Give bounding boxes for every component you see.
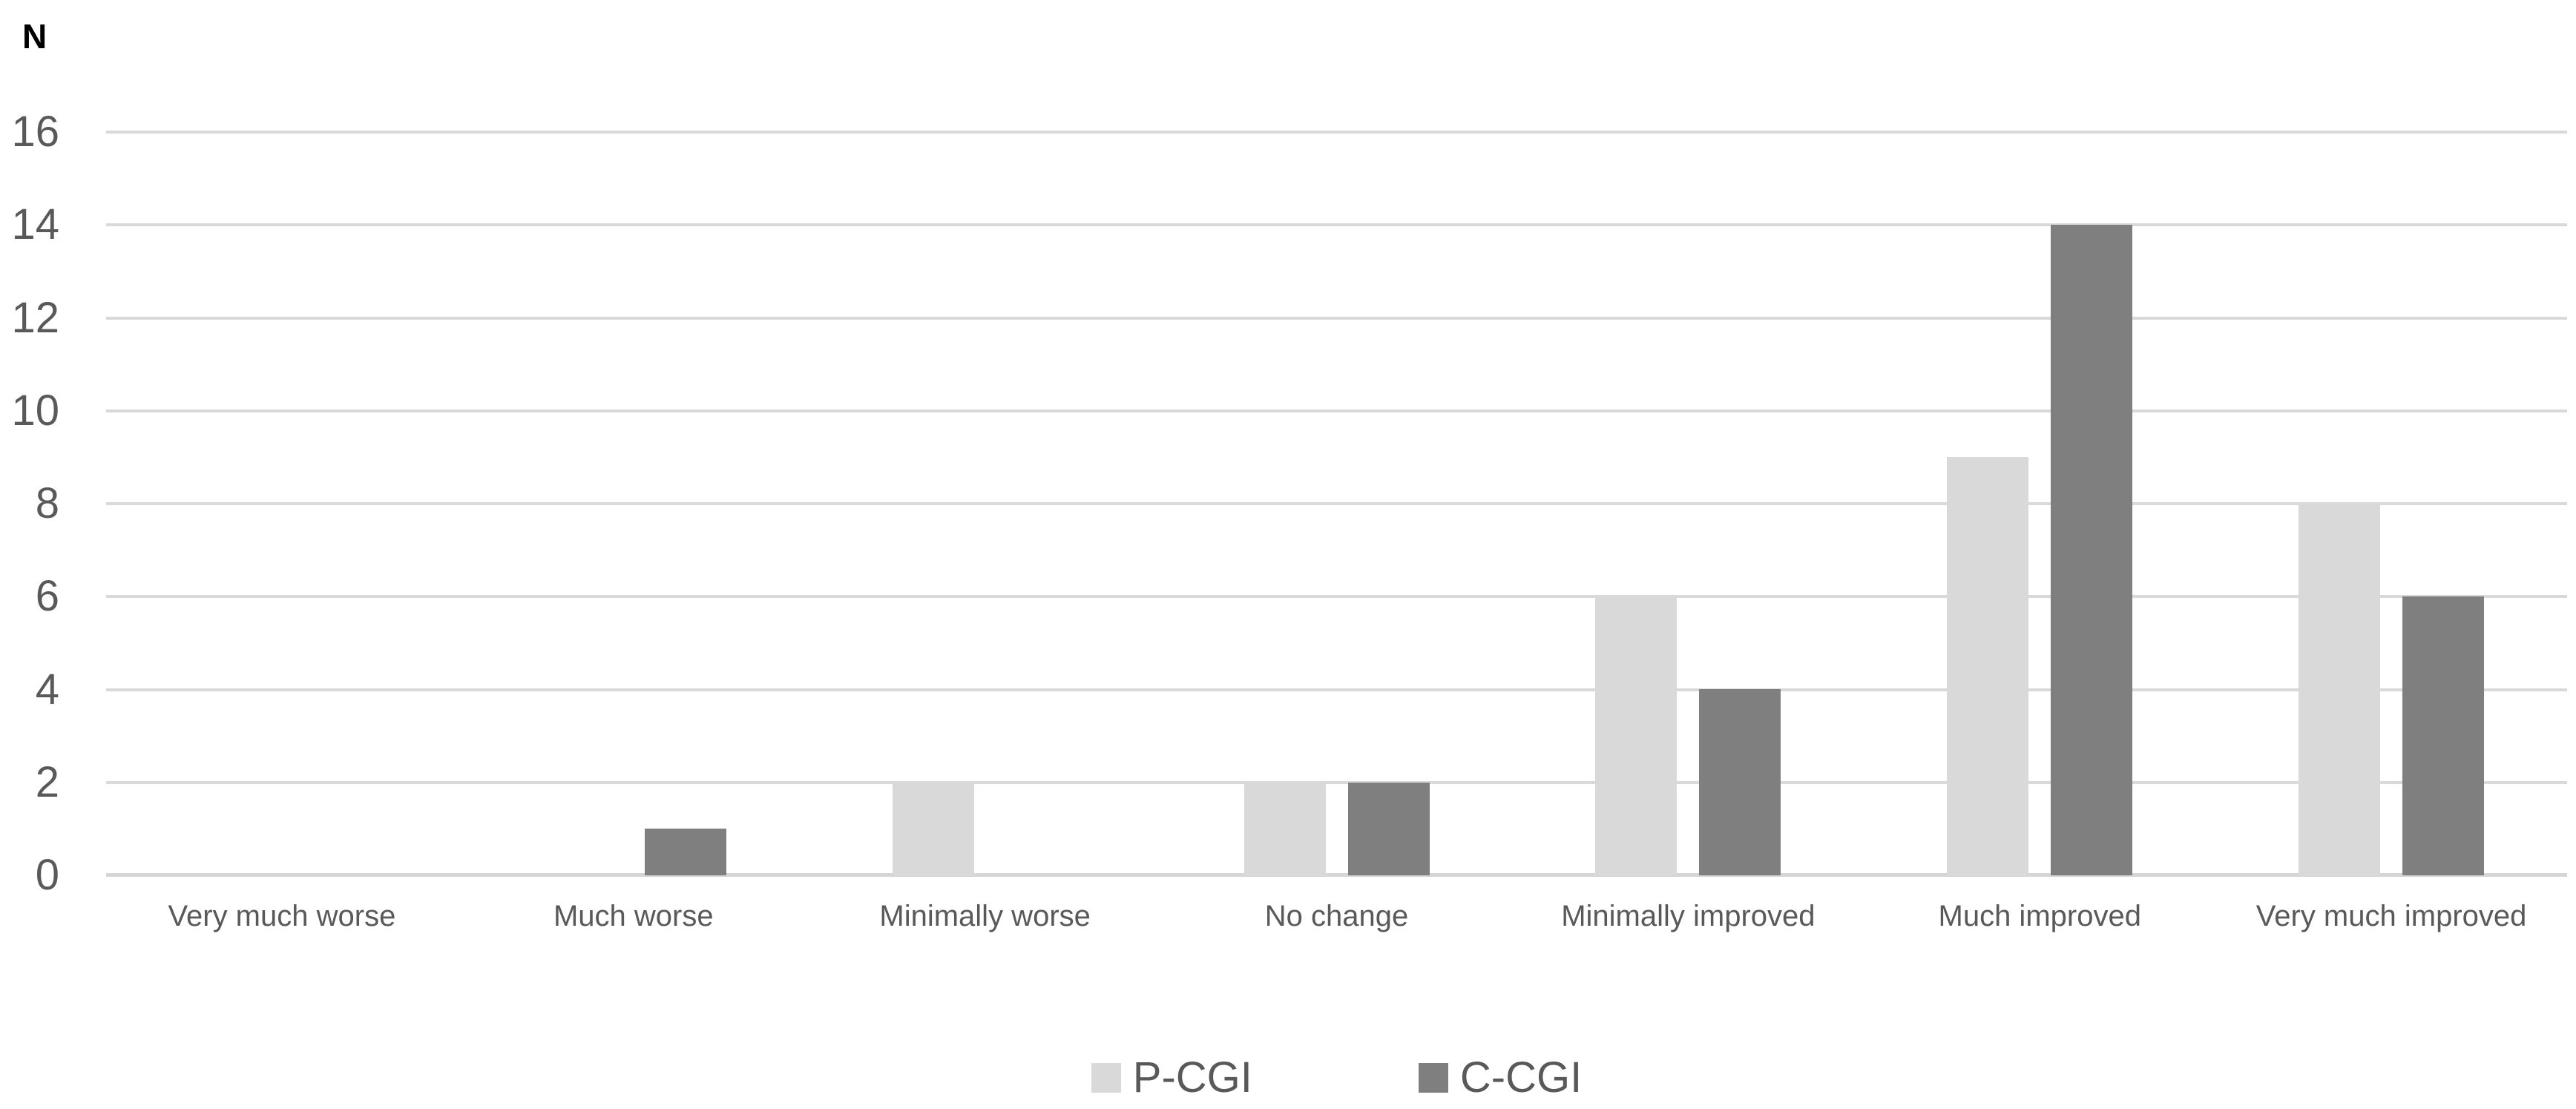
x-axis-category-labels: Very much worse Much worse Minimally worse… bbox=[106, 893, 2567, 939]
gridline-12 bbox=[106, 316, 2567, 320]
bar-p-cgi-no-change bbox=[1243, 783, 1326, 875]
bar-group-no-change bbox=[1161, 132, 1513, 875]
bar-p-cgi-minimally-worse bbox=[892, 783, 974, 875]
x-category-label-much-worse: Much worse bbox=[553, 900, 714, 932]
bar-group-minimally-worse bbox=[809, 132, 1161, 875]
y-axis-tick-labels: 0 2 4 6 8 10 12 14 16 bbox=[0, 108, 59, 899]
y-tick-label-6: 6 bbox=[35, 572, 59, 621]
gridline-14 bbox=[106, 223, 2567, 227]
x-category-label-minimally-improved: Minimally improved bbox=[1561, 900, 1816, 932]
bar-c-cgi-much-worse bbox=[644, 829, 726, 875]
legend-item-c-cgi: C-CGI bbox=[1418, 1053, 1583, 1103]
x-axis-line bbox=[106, 873, 2567, 877]
bar-c-cgi-very-much-improved bbox=[2402, 596, 2485, 875]
bar-group-very-much-improved bbox=[2215, 132, 2567, 875]
gridline-16 bbox=[106, 131, 2567, 134]
y-tick-label-10: 10 bbox=[11, 386, 59, 435]
x-category-label-very-much-improved: Very much improved bbox=[2255, 900, 2527, 932]
bar-p-cgi-minimally-improved bbox=[1595, 596, 1678, 875]
bar-group-very-much-worse bbox=[106, 132, 458, 875]
gridline-2 bbox=[106, 780, 2567, 784]
bar-group-much-worse bbox=[458, 132, 809, 875]
gridline-4 bbox=[106, 688, 2567, 691]
bar-p-cgi-very-much-improved bbox=[2299, 504, 2381, 875]
y-tick-label-12: 12 bbox=[11, 293, 59, 342]
y-tick-label-0: 0 bbox=[35, 851, 59, 899]
y-tick-label-4: 4 bbox=[35, 665, 59, 714]
y-tick-label-16: 16 bbox=[11, 108, 59, 156]
plot-area bbox=[106, 131, 2567, 877]
legend-label-p-cgi: P-CGI bbox=[1132, 1053, 1252, 1102]
x-category-label-no-change: No change bbox=[1264, 900, 1409, 932]
y-tick-label-2: 2 bbox=[35, 757, 59, 806]
bar-p-cgi-much-improved bbox=[1947, 457, 2029, 875]
x-category-label-much-improved: Much improved bbox=[1938, 900, 2141, 932]
legend-swatch-p-cgi bbox=[1091, 1063, 1121, 1093]
legend-item-p-cgi: P-CGI bbox=[1091, 1053, 1252, 1103]
bar-c-cgi-minimally-improved bbox=[1699, 689, 1781, 875]
bar-group-much-improved bbox=[1864, 132, 2215, 875]
chart-legend: P-CGI C-CGI bbox=[106, 1052, 2567, 1104]
y-axis-title: N bbox=[22, 17, 48, 56]
bar-groups bbox=[106, 132, 2567, 875]
legend-swatch-c-cgi bbox=[1418, 1063, 1448, 1093]
bar-c-cgi-no-change bbox=[1347, 783, 1430, 875]
legend-label-c-cgi: C-CGI bbox=[1459, 1053, 1583, 1102]
x-category-label-minimally-worse: Minimally worse bbox=[879, 900, 1091, 932]
gridlines bbox=[106, 131, 2567, 875]
bar-group-minimally-improved bbox=[1512, 132, 1864, 875]
bar-c-cgi-much-improved bbox=[2051, 225, 2133, 875]
y-tick-label-14: 14 bbox=[11, 200, 59, 249]
y-tick-label-8: 8 bbox=[35, 479, 59, 527]
x-category-label-very-much-worse: Very much worse bbox=[168, 900, 396, 932]
gridline-8 bbox=[106, 502, 2567, 505]
gridline-10 bbox=[106, 409, 2567, 412]
gridline-6 bbox=[106, 595, 2567, 599]
